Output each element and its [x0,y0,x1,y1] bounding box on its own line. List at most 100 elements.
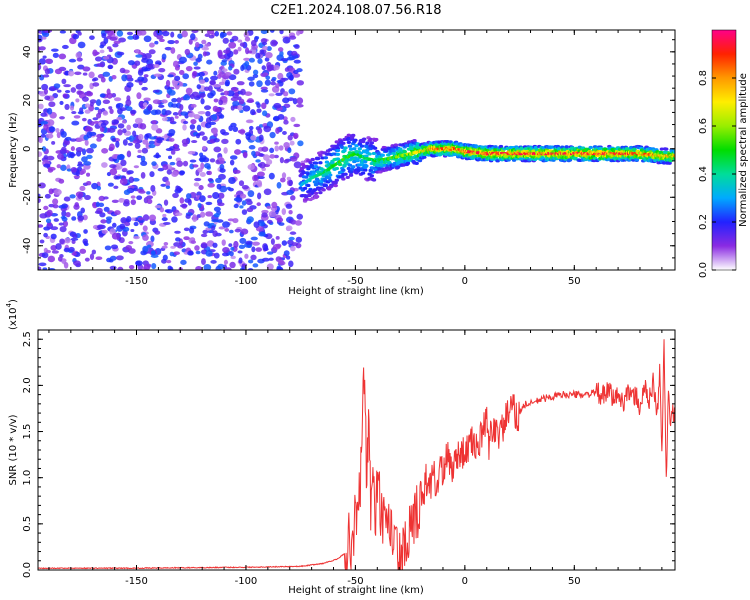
noise-cell [137,217,144,221]
noise-cell [198,157,206,162]
noise-cell [117,123,125,129]
noise-cell [251,150,256,157]
noise-cell [183,120,189,125]
noise-cell [137,69,144,76]
signal-cell [573,157,578,161]
signal-cell [365,141,370,145]
noise-cell [168,155,173,160]
top-y-tick-label: 40 [22,45,33,58]
noise-cell [52,52,59,58]
noise-cell [141,57,149,63]
signal-cell [355,158,360,162]
noise-cell [121,120,127,124]
top-y-ticks: -40 -20 0 20 40 [22,39,675,271]
top-y-tick-label: 20 [22,94,33,107]
noise-cell [222,246,230,254]
noise-cell [146,198,153,204]
noise-cell [132,177,140,182]
noise-cell [96,63,104,67]
noise-cell [173,251,180,256]
noise-cell [228,65,233,71]
noise-cell [193,66,201,70]
noise-cell [250,236,258,241]
noise-cell [46,209,53,217]
noise-cell [131,217,136,221]
noise-cell [212,191,220,199]
noise-cell [44,95,51,101]
noise-cell [42,55,47,59]
signal-cell [324,160,330,164]
noise-cell [107,65,113,69]
noise-cell [187,150,196,155]
noise-cell [250,135,257,141]
signal-cell [393,143,399,147]
noise-cell [196,84,201,90]
noise-cell [99,44,105,49]
noise-cell [135,49,140,53]
noise-cell [127,35,135,40]
colorbar-tick-label: 0.4 [698,166,709,182]
noise-cell [41,36,47,40]
signal-cell [358,151,364,155]
noise-cell [142,234,149,241]
noise-cell [45,133,54,139]
signal-cell [333,181,338,185]
noise-cell [279,50,284,57]
noise-cell [77,111,84,115]
noise-cell [109,164,117,169]
noise-cell [59,238,65,245]
noise-cell [115,140,120,148]
noise-cell [203,77,209,83]
noise-cell [100,219,107,224]
noise-cell [198,79,206,85]
noise-cell [269,30,275,33]
noise-cell [221,138,229,145]
signal-cell [330,161,335,165]
noise-cell [48,101,56,108]
noise-cell [246,207,254,213]
scale-factor-suffix: ) [8,299,19,303]
bottom-y-tick-label: 0.0 [22,562,33,578]
noise-cell [263,125,272,133]
noise-cell [296,68,303,73]
noise-cell [225,79,231,87]
signal-cell [318,153,323,157]
noise-cell [167,132,175,137]
noise-cell [163,199,169,206]
noise-cell [115,175,121,180]
signal-cell [347,151,353,155]
noise-cell [130,109,137,115]
noise-cell [282,36,291,44]
noise-cell [84,139,89,146]
top-y-tick-label: -40 [22,238,33,254]
signal-cell [328,179,333,183]
signal-cell [328,148,333,152]
noise-cell [207,92,214,99]
noise-cell [296,97,304,105]
noise-cell [126,82,134,88]
noise-cell [102,71,111,77]
signal-cell [564,145,569,149]
signal-cell [391,148,396,153]
noise-cell [68,70,75,77]
ridge-cell [672,154,675,158]
noise-cell [126,124,132,131]
noise-cell [182,124,187,131]
noise-cell [260,30,268,35]
noise-cell [204,33,211,38]
signal-cell [318,191,323,195]
noise-cell [283,119,289,125]
noise-cell [294,220,303,226]
top-x-tick-label: 50 [568,276,581,287]
noise-cell [68,58,77,63]
signal-cell [360,171,366,175]
signal-cell [301,171,307,175]
noise-cell [277,72,284,80]
noise-cell [111,199,119,204]
noise-cell [238,257,243,264]
noise-cell [148,42,155,48]
noise-cell [174,115,179,119]
noise-cell [106,88,111,95]
noise-cell [62,44,69,50]
noise-cell [226,31,233,36]
